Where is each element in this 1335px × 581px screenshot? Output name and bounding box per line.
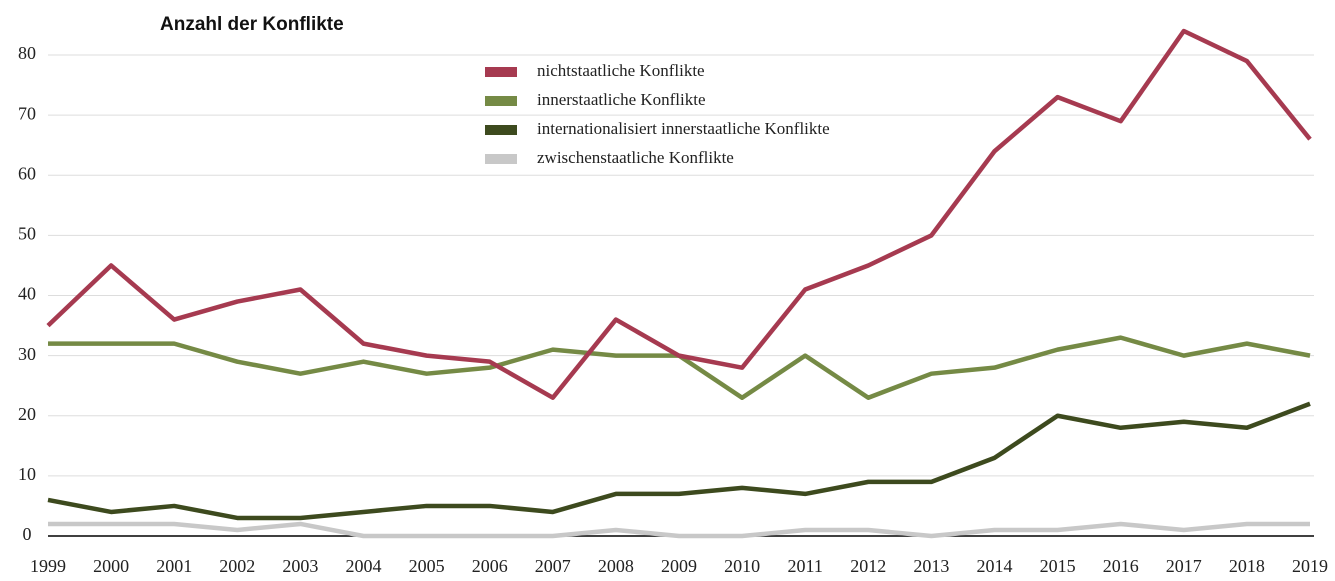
legend-swatch [485,67,517,77]
x-tick-label: 2005 [409,556,445,576]
x-tick-label: 2006 [472,556,508,576]
x-tick-label: 2011 [788,556,823,576]
legend-swatch [485,96,517,106]
x-tick-label: 2010 [724,556,760,576]
x-tick-label: 2004 [346,556,382,576]
x-tick-label: 2009 [661,556,697,576]
legend-label: zwischenstaatliche Konflikte [537,148,734,167]
y-tick-label: 10 [18,464,36,484]
x-tick-label: 2003 [282,556,318,576]
y-tick-label: 40 [18,284,36,304]
x-tick-label: 2007 [535,556,571,576]
y-tick-label: 30 [18,344,36,364]
x-tick-label: 2013 [913,556,949,576]
x-tick-label: 2008 [598,556,634,576]
x-tick-label: 2017 [1166,556,1202,576]
line-series [48,521,1310,539]
y-tick-label: 80 [18,43,36,63]
legend-label: nichtstaatliche Konflikte [537,61,705,80]
x-tick-label: 2002 [219,556,255,576]
x-tick-label: 2015 [1040,556,1076,576]
y-tick-label: 0 [23,524,32,544]
chart-title: Anzahl der Konflikte [160,14,344,35]
legend-label: internationalisiert innerstaatliche Konf… [537,119,830,138]
line-series [47,401,1311,521]
y-tick-label: 50 [18,224,36,244]
x-tick-label: 2001 [156,556,192,576]
x-tick-label: 2000 [93,556,129,576]
legend-swatch [485,125,517,135]
y-tick-label: 20 [18,404,36,424]
legend-label: innerstaatliche Konflikte [537,90,706,109]
line-series [46,28,1312,400]
y-tick-label: 60 [18,163,36,183]
legend-swatch [485,154,517,164]
y-tick-label: 70 [18,103,36,123]
line-series [48,335,1311,400]
x-tick-label: 2016 [1103,556,1139,576]
x-tick-label: 2018 [1229,556,1265,576]
x-tick-label: 1999 [30,556,66,576]
x-tick-label: 2019 [1292,556,1328,576]
x-tick-label: 2014 [977,556,1013,576]
x-tick-label: 2012 [850,556,886,576]
